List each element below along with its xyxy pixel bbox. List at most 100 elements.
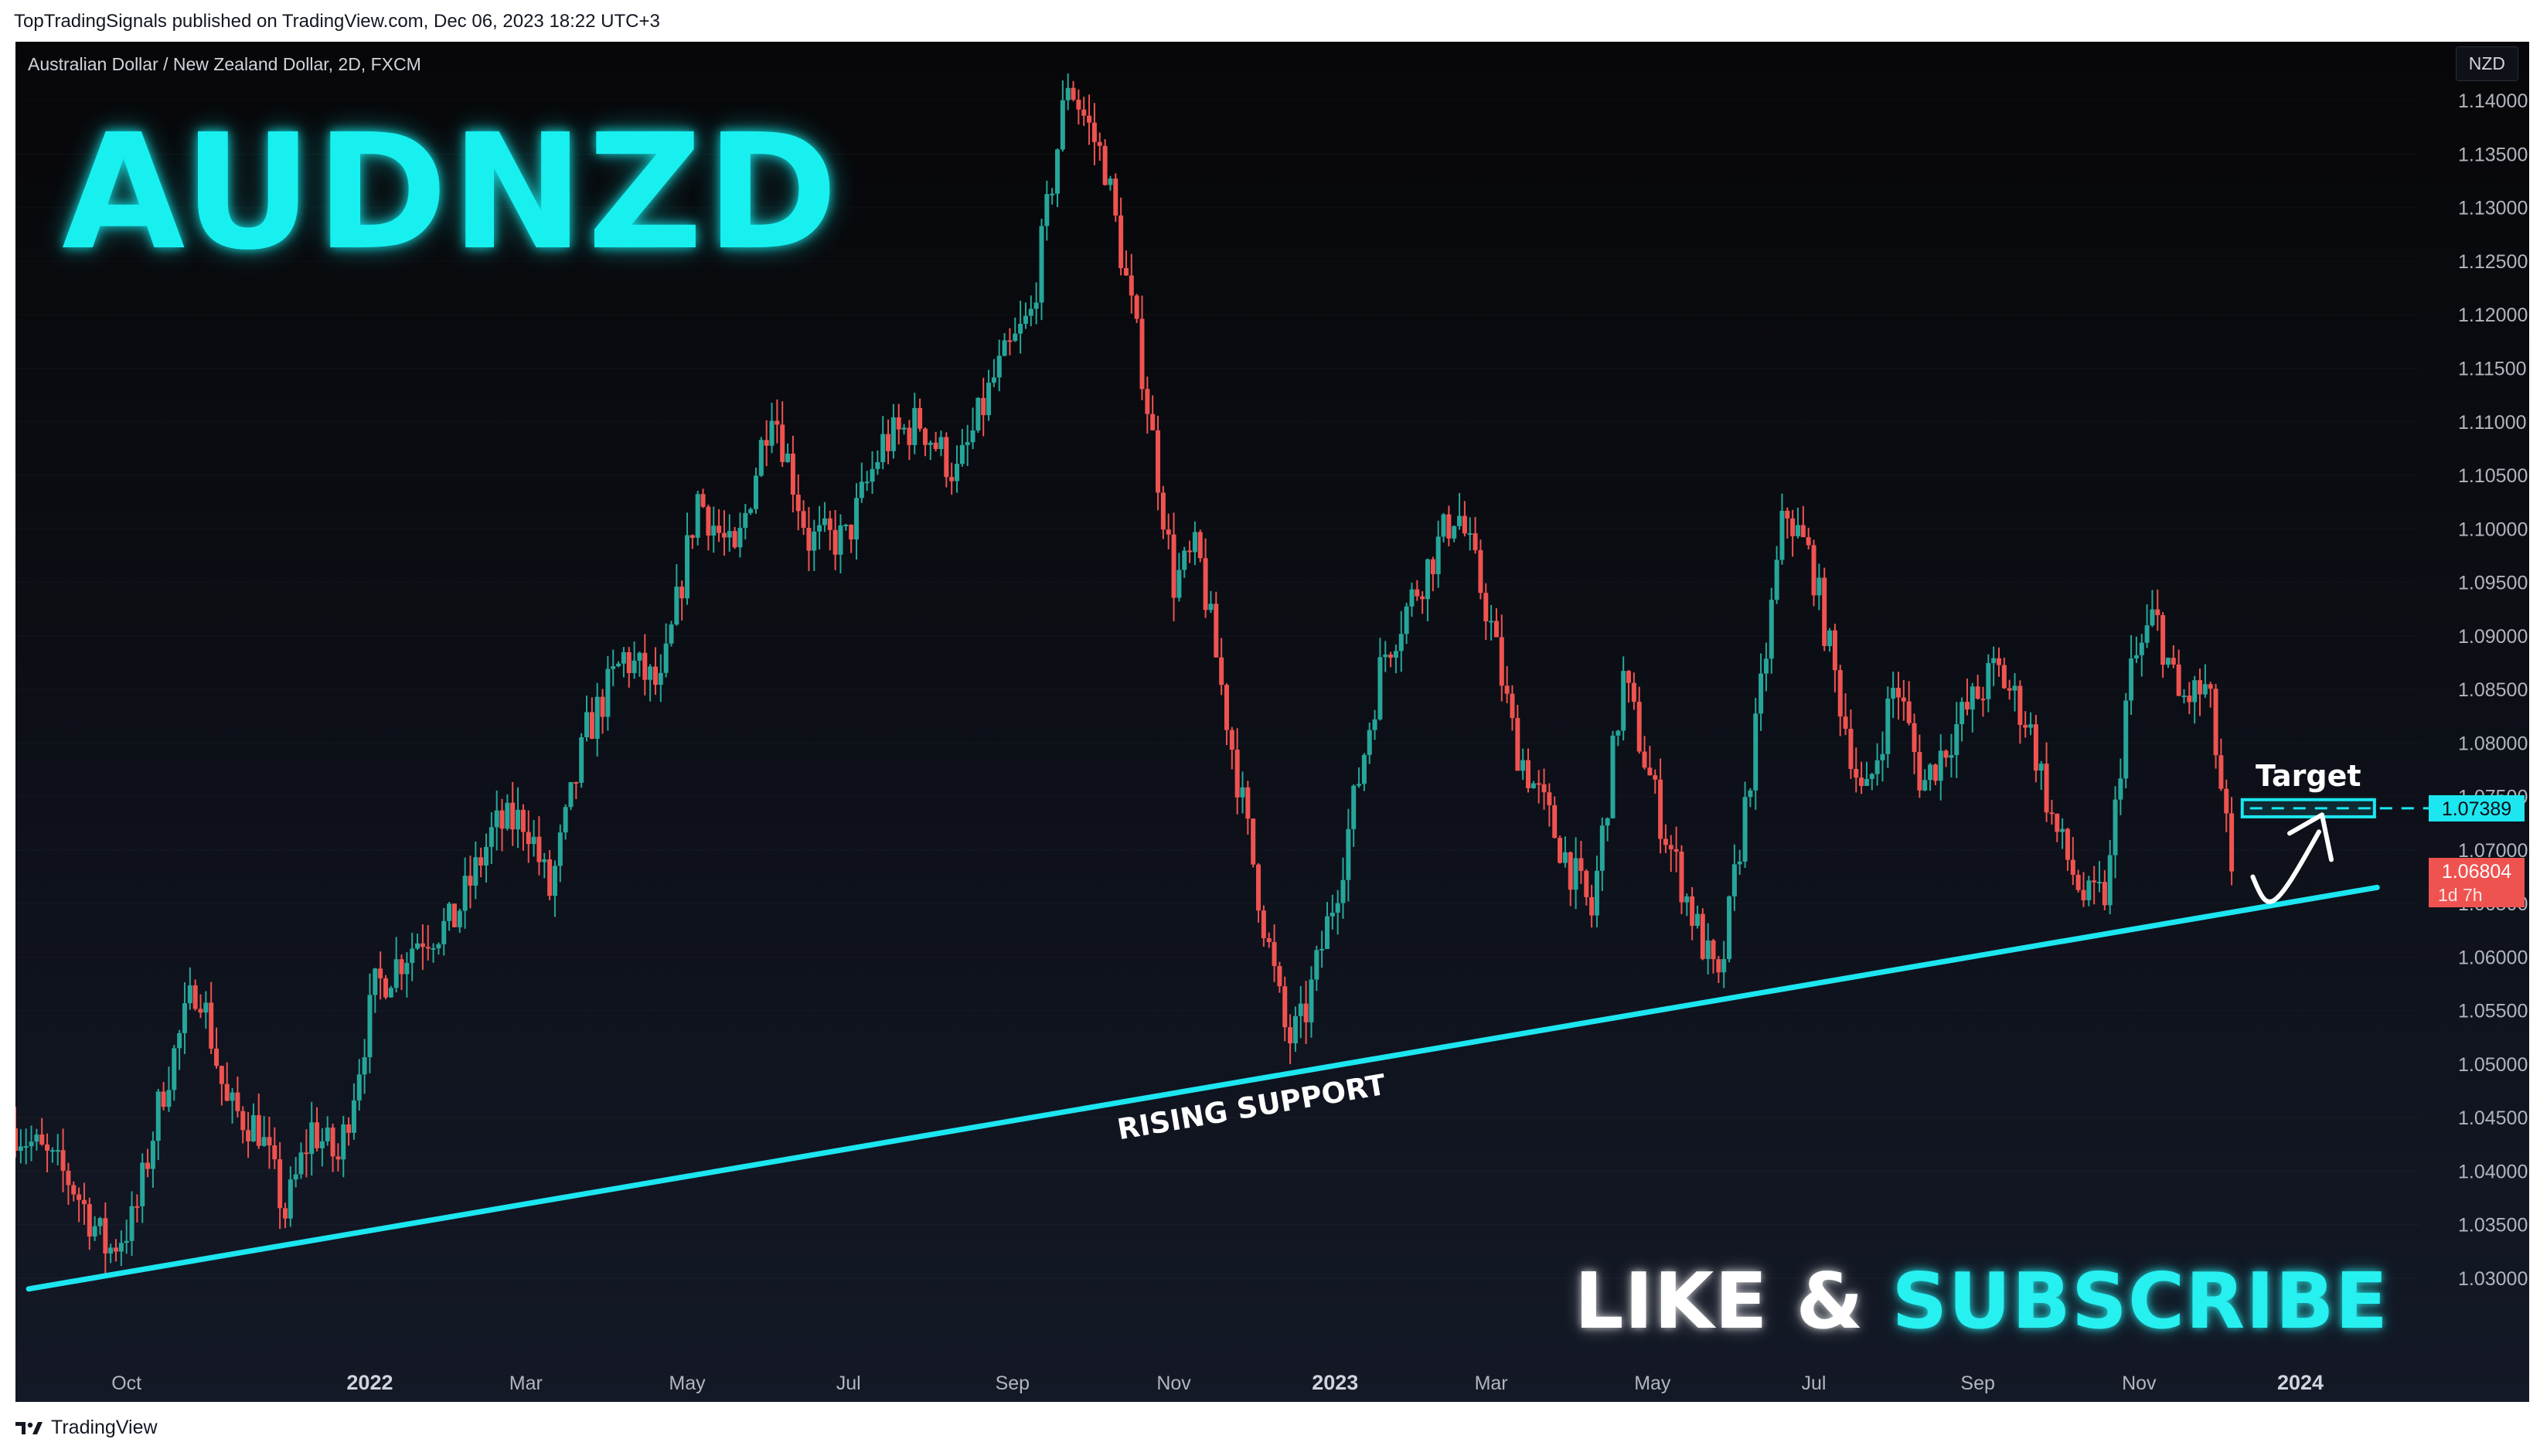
- candle-up: [875, 462, 880, 469]
- chart-area[interactable]: RISING SUPPORT Target 1.03000 1.03500 1.040…: [15, 42, 2529, 1402]
- cta-subscribe: SUBSCRIBE: [1891, 1256, 2388, 1346]
- candle-down: [1822, 577, 1827, 647]
- candle-up: [542, 859, 547, 862]
- candle-down: [1790, 518, 1796, 536]
- candle-up: [822, 518, 827, 526]
- candle-up: [685, 535, 690, 599]
- candle-down: [81, 1199, 87, 1205]
- candle-up: [1705, 940, 1711, 959]
- candle-up: [118, 1243, 124, 1252]
- last-price-label: 1.06804: [2442, 861, 2511, 883]
- candle-down: [526, 832, 531, 845]
- price-axis-label: 1.10000: [2458, 519, 2528, 540]
- candle-down: [1076, 99, 1081, 110]
- candle-down: [2023, 724, 2028, 728]
- candle-down: [267, 1137, 272, 1146]
- candle-down: [256, 1114, 261, 1146]
- candle-up: [748, 509, 754, 513]
- candle-down: [1446, 514, 1452, 539]
- candle-up: [298, 1152, 304, 1175]
- candle-up: [1292, 1015, 1298, 1044]
- candle-up: [1562, 852, 1568, 863]
- candle-down: [600, 696, 605, 717]
- candle-up: [250, 1114, 256, 1141]
- candle-down: [896, 417, 901, 430]
- candle-down: [1964, 702, 1970, 710]
- candle-up: [1880, 754, 1885, 760]
- candle-down: [60, 1150, 66, 1171]
- candle-up: [447, 903, 452, 921]
- candle-down: [780, 424, 785, 462]
- candle-up: [1050, 193, 1055, 196]
- candle-up: [2113, 799, 2118, 856]
- candle-up: [23, 1146, 29, 1148]
- time-axis-label: May: [669, 1373, 706, 1394]
- candle-down: [589, 712, 594, 739]
- candle-down: [39, 1134, 45, 1145]
- candle-up: [1240, 787, 1245, 798]
- candle-down: [346, 1124, 352, 1133]
- candle-down: [1134, 295, 1139, 319]
- candle-up: [18, 1146, 23, 1152]
- candle-up: [155, 1091, 161, 1141]
- published-line: TopTradingSignals published on TradingVi…: [14, 11, 660, 32]
- candle-up: [473, 857, 478, 886]
- candle-down: [1700, 913, 1705, 959]
- candle-up: [1864, 778, 1869, 786]
- candle-down: [1219, 657, 1224, 685]
- candle-down: [1679, 851, 1684, 903]
- candle-up: [674, 587, 679, 625]
- candle-down: [15, 1128, 18, 1152]
- candle-up: [1002, 340, 1007, 356]
- candle-up: [1610, 735, 1616, 818]
- candle-down: [134, 1206, 140, 1208]
- currency-button[interactable]: NZD: [2455, 46, 2518, 81]
- candle-down: [717, 526, 722, 533]
- candle-up: [1954, 724, 1959, 756]
- candle-up: [34, 1134, 39, 1142]
- candle-down: [944, 437, 949, 478]
- candle-down: [1558, 838, 1563, 863]
- candle-down: [806, 528, 812, 551]
- candle-up: [1869, 774, 1874, 779]
- candle-down: [1091, 122, 1097, 142]
- time-axis-label: Nov: [2122, 1373, 2157, 1394]
- candle-down: [652, 666, 658, 685]
- candle-up: [516, 809, 521, 830]
- candle-down: [832, 529, 838, 555]
- candle-down: [1118, 215, 1124, 268]
- candle-down: [235, 1092, 240, 1111]
- candle-up: [2038, 764, 2044, 771]
- candle-down: [1288, 1027, 1293, 1044]
- candle-down: [1785, 510, 1790, 519]
- candle-up: [2144, 625, 2150, 643]
- candle-up: [1351, 785, 1357, 829]
- candle-up: [362, 1056, 367, 1075]
- candle-up: [1721, 959, 1727, 973]
- candle-down: [1224, 685, 1229, 730]
- candle-down: [1282, 986, 1288, 1028]
- candle-up: [1737, 861, 1742, 865]
- cta-like: LIKE &: [1574, 1256, 1892, 1346]
- candle-down: [1420, 596, 1425, 600]
- candle-up: [1319, 948, 1325, 951]
- time-axis-label: Mar: [509, 1373, 543, 1394]
- candle-up: [124, 1240, 129, 1243]
- candle-up: [901, 427, 907, 430]
- candle-down: [2176, 664, 2181, 696]
- candle-down: [1843, 716, 1848, 729]
- candle-down: [1171, 534, 1176, 598]
- candle-down: [1912, 723, 1917, 753]
- candle-up: [1599, 825, 1605, 871]
- candle-up: [393, 959, 399, 988]
- candle-down: [1473, 533, 1478, 550]
- candle-down: [66, 1170, 71, 1186]
- countdown-label: 1d 7h: [2438, 885, 2483, 905]
- candle-up: [563, 807, 568, 833]
- candle-up: [2107, 855, 2113, 906]
- candle-up: [1055, 149, 1061, 194]
- candle-down: [1197, 532, 1203, 559]
- candle-up: [695, 494, 700, 538]
- time-axis-label: Oct: [111, 1373, 141, 1394]
